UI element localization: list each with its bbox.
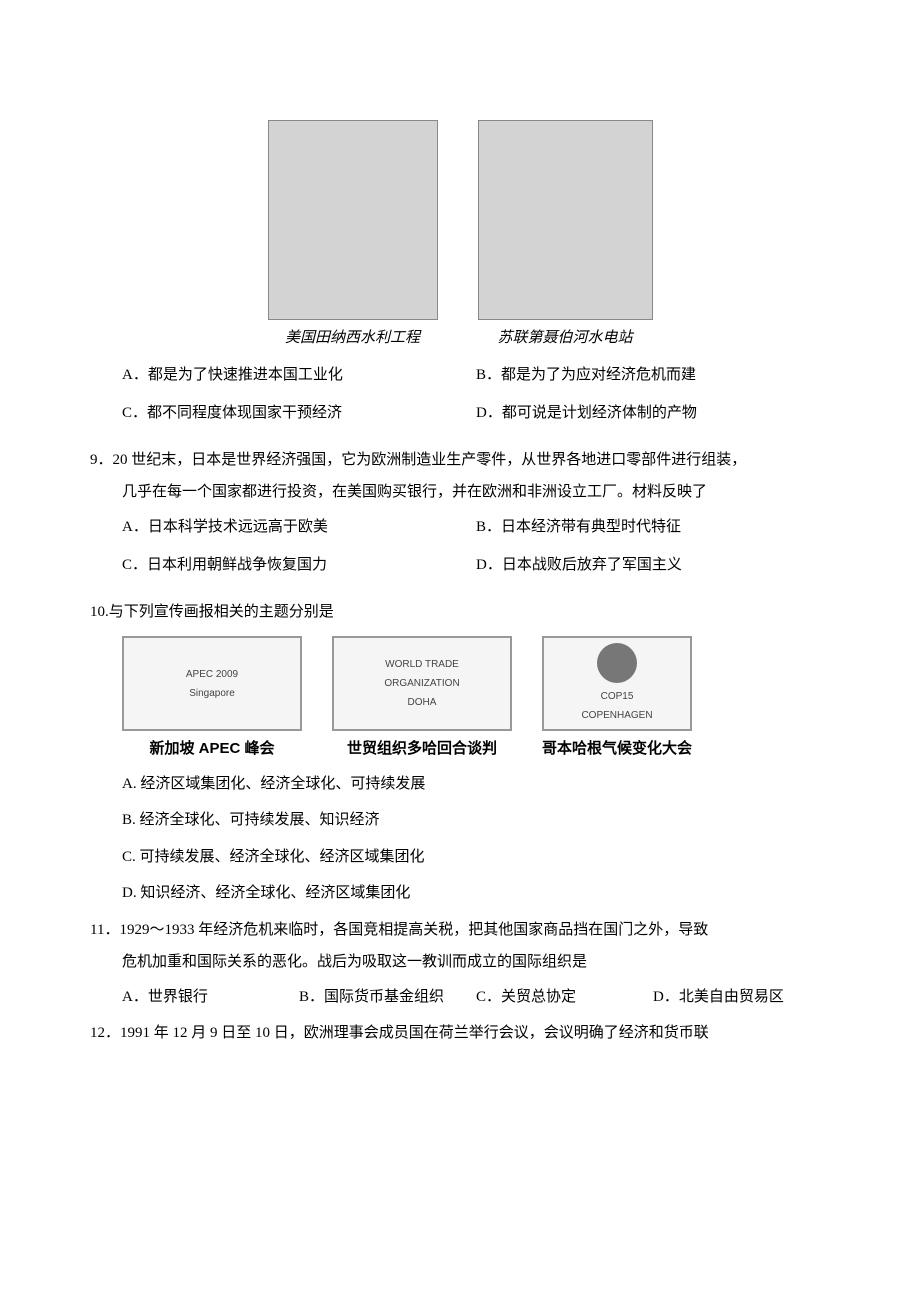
q11-option-c: C．关贸总协定 — [476, 983, 653, 1012]
q10-option-a: A. 经济区域集团化、经济全球化、可持续发展 — [122, 770, 830, 799]
caption-dam-ussr: 苏联第聂伯河水电站 — [497, 324, 632, 353]
q10-option-d: D. 知识经济、经济全球化、经济区域集团化 — [122, 879, 830, 908]
q8-options: A．都是为了快速推进本国工业化 B．都是为了为应对经济危机而建 C．都不同程度体… — [90, 361, 830, 438]
figure-dam-ussr: 苏联第聂伯河水电站 — [478, 120, 653, 353]
q8-option-b: B．都是为了为应对经济危机而建 — [476, 361, 830, 390]
q9-stem-line2: 几乎在每一个国家都进行投资，在美国购买银行，并在欧洲和非洲设立工厂。材料反映了 — [90, 478, 830, 507]
q11-option-a: A．世界银行 — [122, 983, 299, 1012]
poster1-text-top: APEC 2009 — [186, 665, 238, 684]
q10-stem: 10.与下列宣传画报相关的主题分别是 — [90, 598, 830, 627]
q10-option-b: B. 经济全球化、可持续发展、知识经济 — [122, 806, 830, 835]
q8-option-c: C．都不同程度体现国家干预经济 — [122, 399, 476, 428]
image-tennessee-dam — [268, 120, 438, 320]
globe-icon — [597, 643, 637, 683]
q11-options: A．世界银行 B．国际货币基金组织 C．关贸总协定 D．北美自由贸易区 — [90, 983, 830, 1012]
poster3-text-bot: COPENHAGEN — [581, 706, 652, 725]
caption-dam-us: 美国田纳西水利工程 — [285, 324, 420, 353]
image-wto-poster: WORLD TRADE ORGANIZATION DOHA — [332, 636, 512, 731]
figure-dam-us: 美国田纳西水利工程 — [268, 120, 438, 353]
poster-cop15: COP15 COPENHAGEN 哥本哈根气候变化大会 — [542, 636, 692, 764]
q11-stem-line2: 危机加重和国际关系的恶化。战后为吸取这一教训而成立的国际组织是 — [90, 948, 830, 977]
poster-row: APEC 2009 Singapore 新加坡 APEC 峰会 WORLD TR… — [90, 636, 830, 764]
poster2-text-bot: DOHA — [408, 693, 437, 712]
image-dnieper-dam — [478, 120, 653, 320]
poster1-caption: 新加坡 APEC 峰会 — [149, 735, 274, 764]
q11-stem-line1: 11．1929～1933 年经济危机来临时，各国竞相提高关税，把其他国家商品挡在… — [90, 916, 830, 945]
poster2-text-mid: ORGANIZATION — [384, 674, 459, 693]
q10-options: A. 经济区域集团化、经济全球化、可持续发展 B. 经济全球化、可持续发展、知识… — [90, 770, 830, 908]
q8-option-d: D．都可说是计划经济体制的产物 — [476, 399, 830, 428]
q10-option-c: C. 可持续发展、经济全球化、经济区域集团化 — [122, 843, 830, 872]
q9-option-c: C．日本利用朝鲜战争恢复国力 — [122, 551, 476, 580]
image-apec-poster: APEC 2009 Singapore — [122, 636, 302, 731]
poster-apec: APEC 2009 Singapore 新加坡 APEC 峰会 — [122, 636, 302, 764]
q11-option-b: B．国际货币基金组织 — [299, 983, 476, 1012]
poster2-caption: 世贸组织多哈回合谈判 — [347, 735, 497, 764]
q9-options: A．日本科学技术远远高于欧美 B．日本经济带有典型时代特征 C．日本利用朝鲜战争… — [90, 513, 830, 590]
q9-option-b: B．日本经济带有典型时代特征 — [476, 513, 830, 542]
q9-option-d: D．日本战败后放弃了军国主义 — [476, 551, 830, 580]
poster1-text-bot: Singapore — [189, 684, 235, 703]
poster3-text-top: COP15 — [601, 687, 634, 706]
q9-stem-line1: 9．20 世纪末，日本是世界经济强国，它为欧洲制造业生产零件，从世界各地进口零部… — [90, 446, 830, 475]
poster3-caption: 哥本哈根气候变化大会 — [542, 735, 692, 764]
q11-option-d: D．北美自由贸易区 — [653, 983, 830, 1012]
q12-stem: 12．1991 年 12 月 9 日至 10 日，欧洲理事会成员国在荷兰举行会议… — [90, 1019, 830, 1048]
q9-option-a: A．日本科学技术远远高于欧美 — [122, 513, 476, 542]
figure-row-dams: 美国田纳西水利工程 苏联第聂伯河水电站 — [90, 120, 830, 353]
image-cop15-poster: COP15 COPENHAGEN — [542, 636, 692, 731]
poster2-text-top: WORLD TRADE — [385, 655, 459, 674]
poster-wto: WORLD TRADE ORGANIZATION DOHA 世贸组织多哈回合谈判 — [332, 636, 512, 764]
q8-option-a: A．都是为了快速推进本国工业化 — [122, 361, 476, 390]
